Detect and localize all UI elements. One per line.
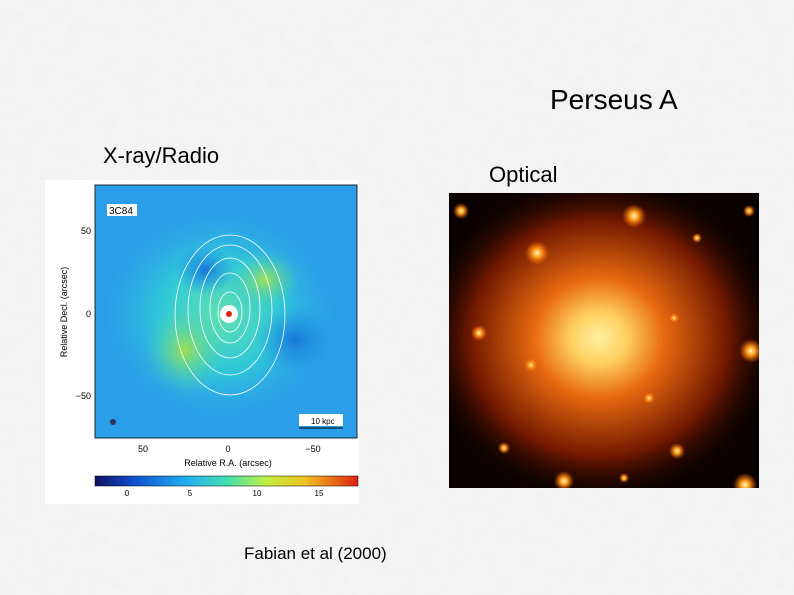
left-label: X-ray/Radio [103,143,220,168]
y-tick-label: 50 [81,226,91,236]
right-label: Optical [489,162,558,187]
colorbar-tick-label: 15 [315,489,324,498]
x-tick-label: 50 [138,444,148,454]
source-label: 3C84 [109,206,133,217]
caption: Fabian et al (2000) [244,544,387,563]
y-tick-label: −50 [76,391,91,401]
y-axis-label: Relative Decl. (arcsec) [59,267,69,358]
x-axis-label: Relative R.A. (arcsec) [184,458,272,468]
y-tick-label: 0 [86,309,91,319]
x-tick-label: 0 [225,444,230,454]
colorbar-tick-label: 10 [253,489,262,498]
optical-image [449,193,759,488]
slide-title: Perseus A [550,84,678,115]
colorbar-tick-label: 5 [188,489,193,498]
x-tick-label: −50 [305,444,320,454]
colorbar-tick-label: 0 [125,489,130,498]
xray-figure: 3C84 10 kpc 50 0 −50 50 0 −50 Relative R… [45,180,359,504]
scale-bar-label: 10 kpc [311,417,335,426]
